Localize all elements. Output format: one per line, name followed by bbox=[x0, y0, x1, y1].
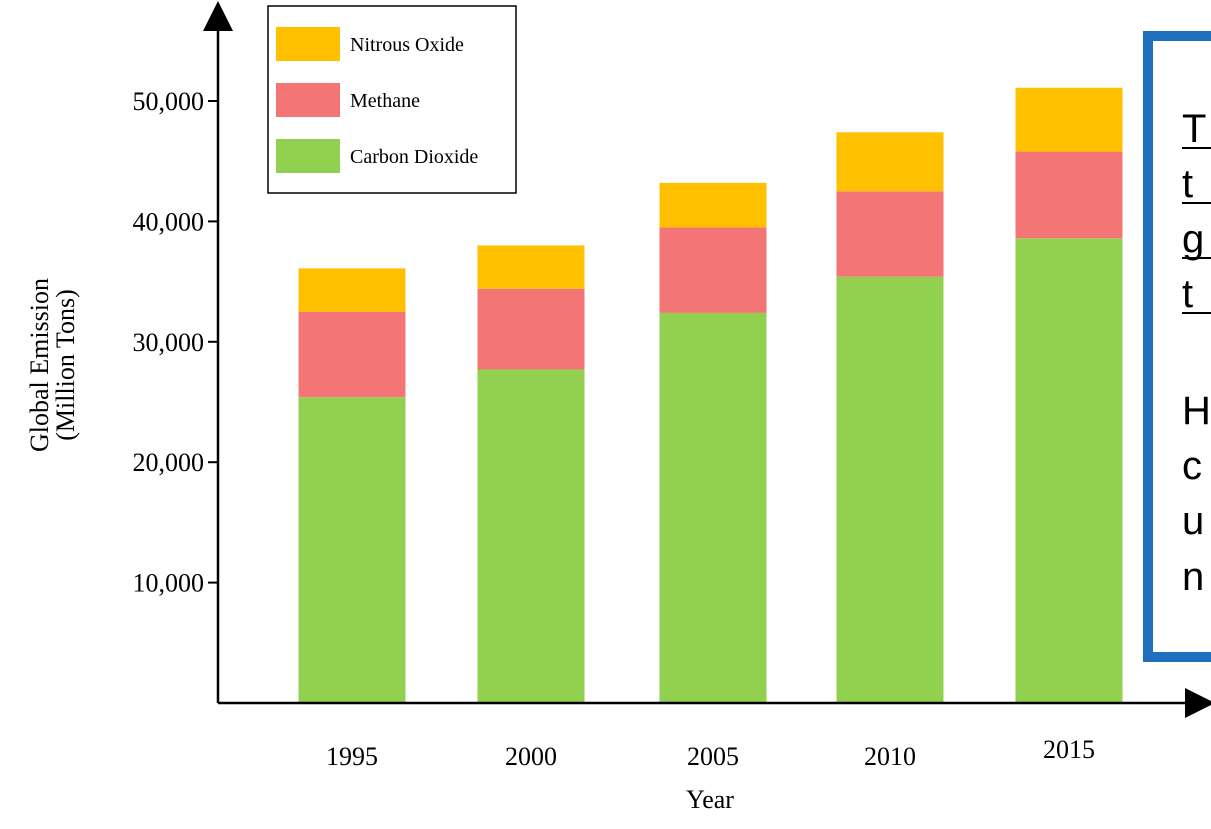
bars-group bbox=[298, 87, 1123, 704]
bar-methane-2015 bbox=[1015, 151, 1123, 239]
bar-carbon-dioxide-2000 bbox=[477, 369, 585, 703]
side-panel-text-7: u bbox=[1182, 499, 1204, 543]
bar-carbon-dioxide-1995 bbox=[298, 397, 406, 703]
legend-swatch-nitrous-oxide bbox=[276, 27, 340, 61]
bar-nitrous-oxide-2005 bbox=[659, 182, 767, 228]
x-axis-title: Year bbox=[686, 785, 734, 814]
bar-methane-2005 bbox=[659, 227, 767, 313]
side-panel-text-4: t bbox=[1182, 272, 1193, 316]
side-panel-text-3: g bbox=[1182, 217, 1204, 261]
y-axis-title-line-2: (Million Tons) bbox=[51, 289, 80, 441]
bar-carbon-dioxide-2005 bbox=[659, 312, 767, 703]
y-axis-title: Global Emission (Million Tons) bbox=[25, 278, 80, 452]
bar-nitrous-oxide-2000 bbox=[477, 245, 585, 289]
side-panel-text-6: c bbox=[1182, 444, 1202, 488]
x-tick-label-1995: 1995 bbox=[326, 742, 378, 771]
legend-label-carbon-dioxide: Carbon Dioxide bbox=[350, 146, 478, 168]
y-ticks-group: 10,000 20,000 30,000 40,000 50,000 bbox=[133, 87, 218, 598]
bar-nitrous-oxide-2015 bbox=[1015, 87, 1123, 152]
side-panel-border bbox=[1143, 31, 1211, 662]
side-panel-text-2: t bbox=[1182, 162, 1193, 206]
x-ticks-group: 1995 2000 2005 2010 2015 bbox=[326, 735, 1095, 771]
legend-label-methane: Methane bbox=[350, 90, 420, 112]
x-tick-label-2010: 2010 bbox=[864, 742, 916, 771]
y-tick-label-10000: 10,000 bbox=[133, 569, 205, 598]
y-tick-label-40000: 40,000 bbox=[133, 207, 205, 236]
bar-methane-2010 bbox=[836, 191, 944, 277]
legend-swatch-carbon-dioxide bbox=[276, 139, 340, 173]
x-tick-label-2000: 2000 bbox=[505, 742, 557, 771]
y-tick-label-30000: 30,000 bbox=[133, 328, 205, 357]
y-tick-label-20000: 20,000 bbox=[133, 448, 205, 477]
bar-nitrous-oxide-1995 bbox=[298, 268, 406, 312]
side-panel-text-8: n bbox=[1182, 555, 1204, 599]
legend-swatch-methane bbox=[276, 83, 340, 117]
y-axis-title-line-1: Global Emission bbox=[25, 278, 54, 452]
bar-methane-1995 bbox=[298, 311, 406, 398]
bar-nitrous-oxide-2010 bbox=[836, 132, 944, 192]
x-tick-label-2015: 2015 bbox=[1043, 735, 1095, 764]
y-tick-label-50000: 50,000 bbox=[133, 87, 205, 116]
side-panel-text-5: H bbox=[1182, 389, 1211, 433]
side-panel-text-1: T bbox=[1182, 107, 1206, 151]
bar-carbon-dioxide-2010 bbox=[836, 276, 944, 703]
bar-carbon-dioxide-2015 bbox=[1015, 238, 1123, 704]
legend-label-nitrous-oxide: Nitrous Oxide bbox=[350, 34, 464, 56]
x-tick-label-2005: 2005 bbox=[687, 742, 739, 771]
legend: Nitrous Oxide Methane Carbon Dioxide bbox=[267, 5, 517, 194]
bar-methane-2000 bbox=[477, 288, 585, 370]
